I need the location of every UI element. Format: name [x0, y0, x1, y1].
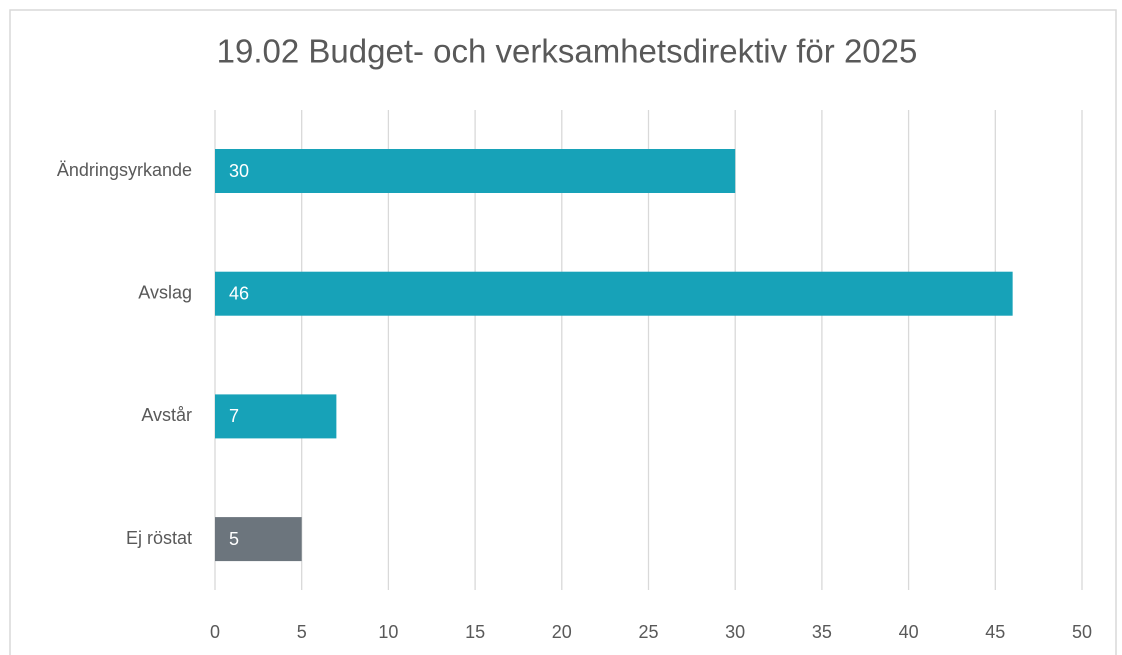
data-label: 46	[229, 283, 249, 303]
data-label: 7	[229, 406, 239, 426]
x-tick-label: 35	[812, 622, 832, 642]
chart-border	[9, 9, 1117, 655]
y-tick-label: Ändringsyrkande	[57, 160, 192, 180]
y-tick-label: Avstår	[141, 405, 192, 425]
data-label: 5	[229, 529, 239, 549]
x-tick-label: 30	[725, 622, 745, 642]
y-tick-label: Avslag	[138, 282, 192, 302]
bar	[215, 394, 337, 439]
x-tick-label: 40	[899, 622, 919, 642]
bar	[215, 517, 302, 562]
x-tick-label: 45	[985, 622, 1005, 642]
x-tick-label: 50	[1072, 622, 1092, 642]
bar	[215, 149, 736, 193]
bar	[215, 271, 1013, 316]
x-tick-label: 5	[297, 622, 307, 642]
x-tick-label: 0	[210, 622, 220, 642]
x-tick-label: 15	[465, 622, 485, 642]
x-tick-label: 25	[638, 622, 658, 642]
x-tick-label: 10	[378, 622, 398, 642]
x-tick-label: 20	[552, 622, 572, 642]
data-label: 30	[229, 161, 249, 181]
y-tick-label: Ej röstat	[126, 528, 192, 548]
chart-title: 19.02 Budget- och verksamhetsdirektiv fö…	[217, 33, 918, 70]
